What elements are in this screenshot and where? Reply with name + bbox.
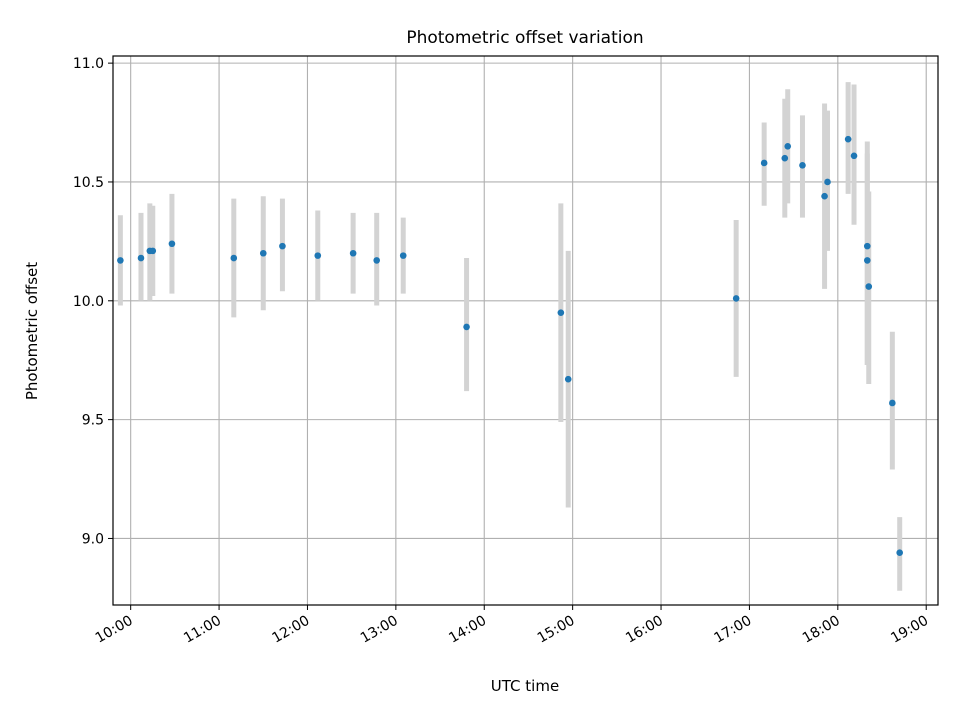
data-point [230,254,238,262]
data-point [168,240,176,248]
data-point [760,159,768,167]
plot-frame [112,55,939,606]
y-axis-title: Photometric offset [23,262,41,400]
y-tick-label: 10.0 [73,294,104,310]
data-point [824,178,831,186]
data-point [781,154,789,162]
x-axis-title: UTC time [491,677,559,695]
data-point [896,549,903,557]
data-point [463,323,470,331]
data-point [850,152,858,160]
y-tick-label: 9.5 [82,413,104,429]
data-point [557,309,565,316]
data-point [564,375,572,383]
data-point [865,283,873,290]
data-point [863,242,871,250]
data-point [117,257,124,264]
y-tick-label: 10.5 [73,175,104,191]
data-point [799,162,806,169]
data-point [349,249,357,257]
data-point [821,192,828,200]
data-point [259,249,267,257]
data-point [279,242,286,250]
y-tick-label: 11.0 [73,56,104,72]
y-axis: 9.0 9.5 10.0 10.5 11.0 [73,56,113,547]
chart-title: Photometric offset variation [406,28,643,48]
data-point [373,257,381,264]
data-point [863,257,871,264]
data-point [784,143,792,150]
data-point [399,252,407,259]
data-points [117,135,903,557]
data-point [889,399,896,407]
data-point [732,295,740,302]
data-point [314,252,322,259]
data-point [137,254,145,262]
y-tick-label: 9.0 [82,531,104,547]
data-point [149,247,157,255]
data-point [844,135,852,143]
